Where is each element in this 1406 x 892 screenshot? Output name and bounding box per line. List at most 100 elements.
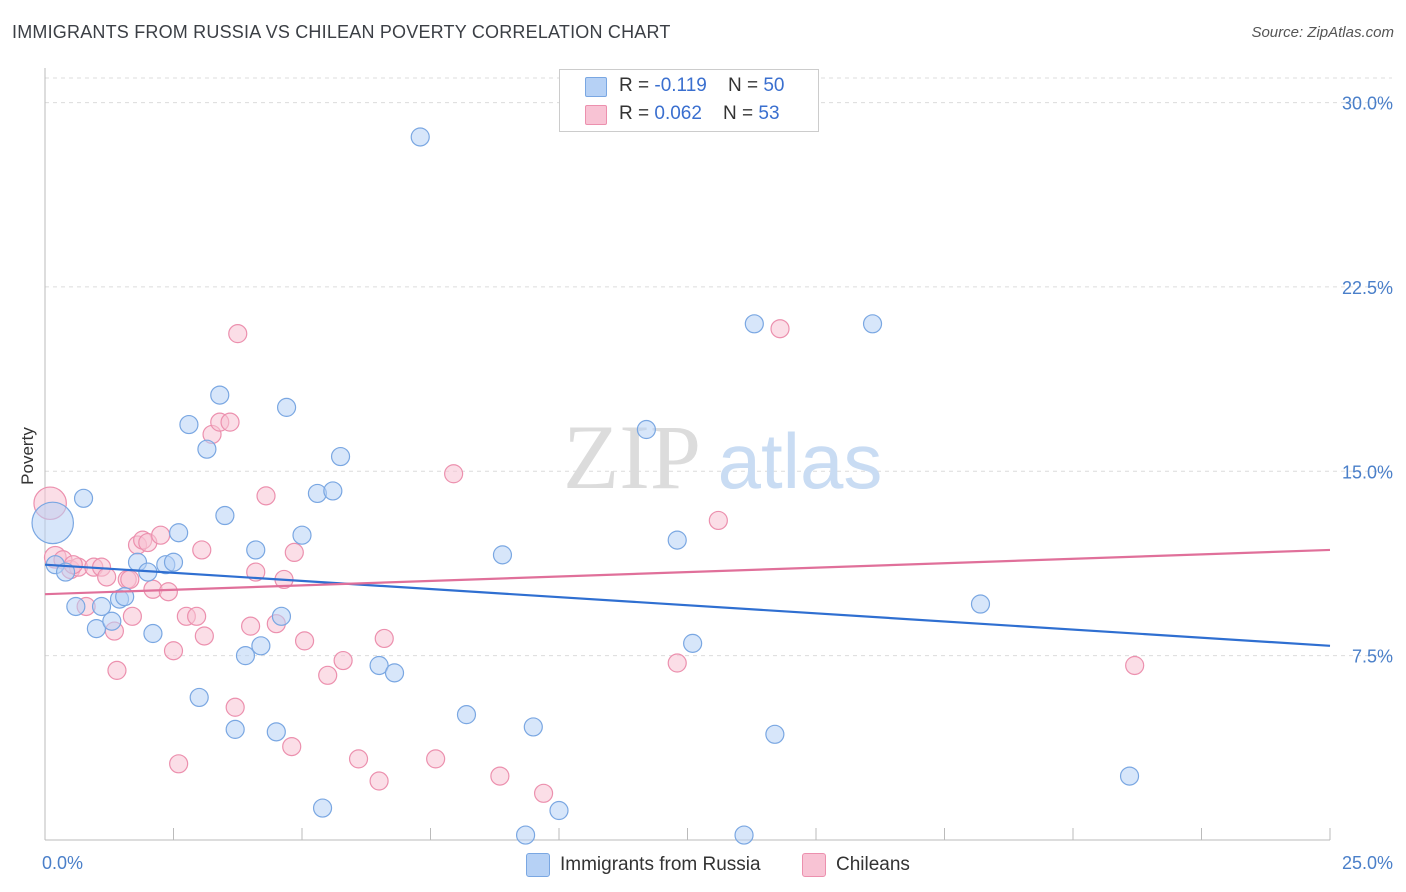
bottom-legend-label-russia: Immigrants from Russia <box>560 854 761 875</box>
russia-point <box>197 439 217 459</box>
russia-point <box>86 619 107 639</box>
axes <box>44 68 1331 841</box>
chart-title: IMMIGRANTS FROM RUSSIA VS CHILEAN POVERT… <box>12 22 671 42</box>
russia-point <box>163 552 184 572</box>
russia-point <box>73 488 94 508</box>
chileans-point <box>256 486 276 506</box>
trend-line-russia <box>44 563 1331 647</box>
russia-point <box>225 719 245 739</box>
watermark-zip: ZIP <box>563 406 701 508</box>
russia-point <box>1119 766 1140 786</box>
russia-point <box>235 646 256 666</box>
russia-point <box>251 636 271 656</box>
bottom-legend-label-chileans: Chileans <box>836 854 910 875</box>
chileans-point <box>444 464 464 484</box>
chileans-point <box>533 783 554 803</box>
chileans-point <box>194 626 214 646</box>
legend-r-label-russia: R = <box>619 75 655 96</box>
chileans-point <box>369 771 389 791</box>
legend-n-label-russia: N = <box>727 75 764 96</box>
russia-point <box>492 545 513 565</box>
russia-point <box>179 414 199 435</box>
chileans-point <box>294 631 315 651</box>
chileans-point <box>426 749 446 769</box>
bottom-legend-swatch-chileans <box>802 853 826 877</box>
russia-point <box>102 611 122 631</box>
chileans-point <box>490 766 510 786</box>
russia-point <box>765 724 785 744</box>
chileans-point <box>225 697 245 717</box>
russia-point <box>970 594 991 614</box>
y-axis-title: Poverty <box>18 427 37 485</box>
trend-line-chileans <box>44 548 1331 596</box>
legend-swatch-russia <box>585 77 607 97</box>
chileans-point <box>158 582 178 602</box>
chileans-point <box>169 754 189 774</box>
russia-point <box>384 663 405 683</box>
legend-n-label-chileans: N = <box>723 103 759 124</box>
y-tick-label: 7.5% <box>1352 647 1393 667</box>
legend-box: R = -0.119 N = 50 R = 0.062 N = 53 <box>559 69 819 132</box>
russia-point <box>210 385 230 405</box>
russia-point <box>292 525 312 545</box>
chileans-point <box>122 606 142 626</box>
chileans-point <box>770 319 790 339</box>
chileans-point <box>163 641 184 661</box>
russia-point <box>169 523 189 543</box>
tick-labels: 7.5% 15.0% 22.5% 30.0% 0.0% 25.0% <box>42 94 1393 873</box>
russia-point <box>323 481 343 501</box>
chileans-point <box>228 324 248 344</box>
chileans-point <box>246 562 266 582</box>
russia-point <box>734 825 754 845</box>
legend-swatch-chileans <box>585 105 607 125</box>
russia-point <box>523 717 543 737</box>
chileans-point <box>120 569 140 590</box>
chileans-point <box>374 628 394 649</box>
chileans-point <box>284 542 304 563</box>
y-tick-label: 22.5% <box>1342 278 1393 298</box>
y-tick-label: 15.0% <box>1342 462 1393 482</box>
series-russia <box>31 127 1140 845</box>
watermark: ZIP atlas <box>563 406 882 508</box>
chileans-point <box>282 736 302 757</box>
russia-point <box>215 505 235 526</box>
russia-point <box>636 419 656 440</box>
russia-point <box>312 798 333 818</box>
chileans-point <box>241 616 261 636</box>
chileans-point <box>708 510 728 531</box>
russia-point <box>276 397 297 417</box>
chileans-point <box>220 412 240 432</box>
russia-point <box>271 606 292 626</box>
chileans-point <box>348 749 369 769</box>
russia-point <box>410 127 430 147</box>
chileans-point <box>151 525 171 545</box>
chileans-point <box>187 606 207 626</box>
legend-n-value-chileans: 53 <box>758 103 780 124</box>
russia-point <box>744 314 764 334</box>
russia-point <box>31 501 75 545</box>
russia-point <box>862 314 883 334</box>
russia-point <box>91 596 112 617</box>
russia-point <box>55 562 76 582</box>
russia-point <box>683 633 703 653</box>
trend-lines <box>44 548 1331 647</box>
chileans-point <box>667 653 687 673</box>
russia-point <box>66 596 86 617</box>
russia-point <box>369 655 389 676</box>
chileans-point <box>192 540 212 560</box>
russia-point <box>246 540 266 560</box>
chileans-point <box>318 665 338 685</box>
chileans-point <box>107 660 127 680</box>
chileans-point <box>1125 655 1145 676</box>
legend-r-label-chileans: R = <box>619 103 655 124</box>
legend-n-value-russia: 50 <box>763 75 785 96</box>
russia-point <box>456 705 477 725</box>
chileans-point <box>333 650 353 671</box>
russia-point <box>549 800 569 821</box>
x-tick-label-min: 0.0% <box>42 853 83 873</box>
x-tick-label-max: 25.0% <box>1342 853 1393 873</box>
source-credit: Source: ZipAtlas.com <box>1251 24 1394 41</box>
chileans-point <box>97 567 117 587</box>
legend-r-value-chileans: 0.062 <box>654 103 702 124</box>
